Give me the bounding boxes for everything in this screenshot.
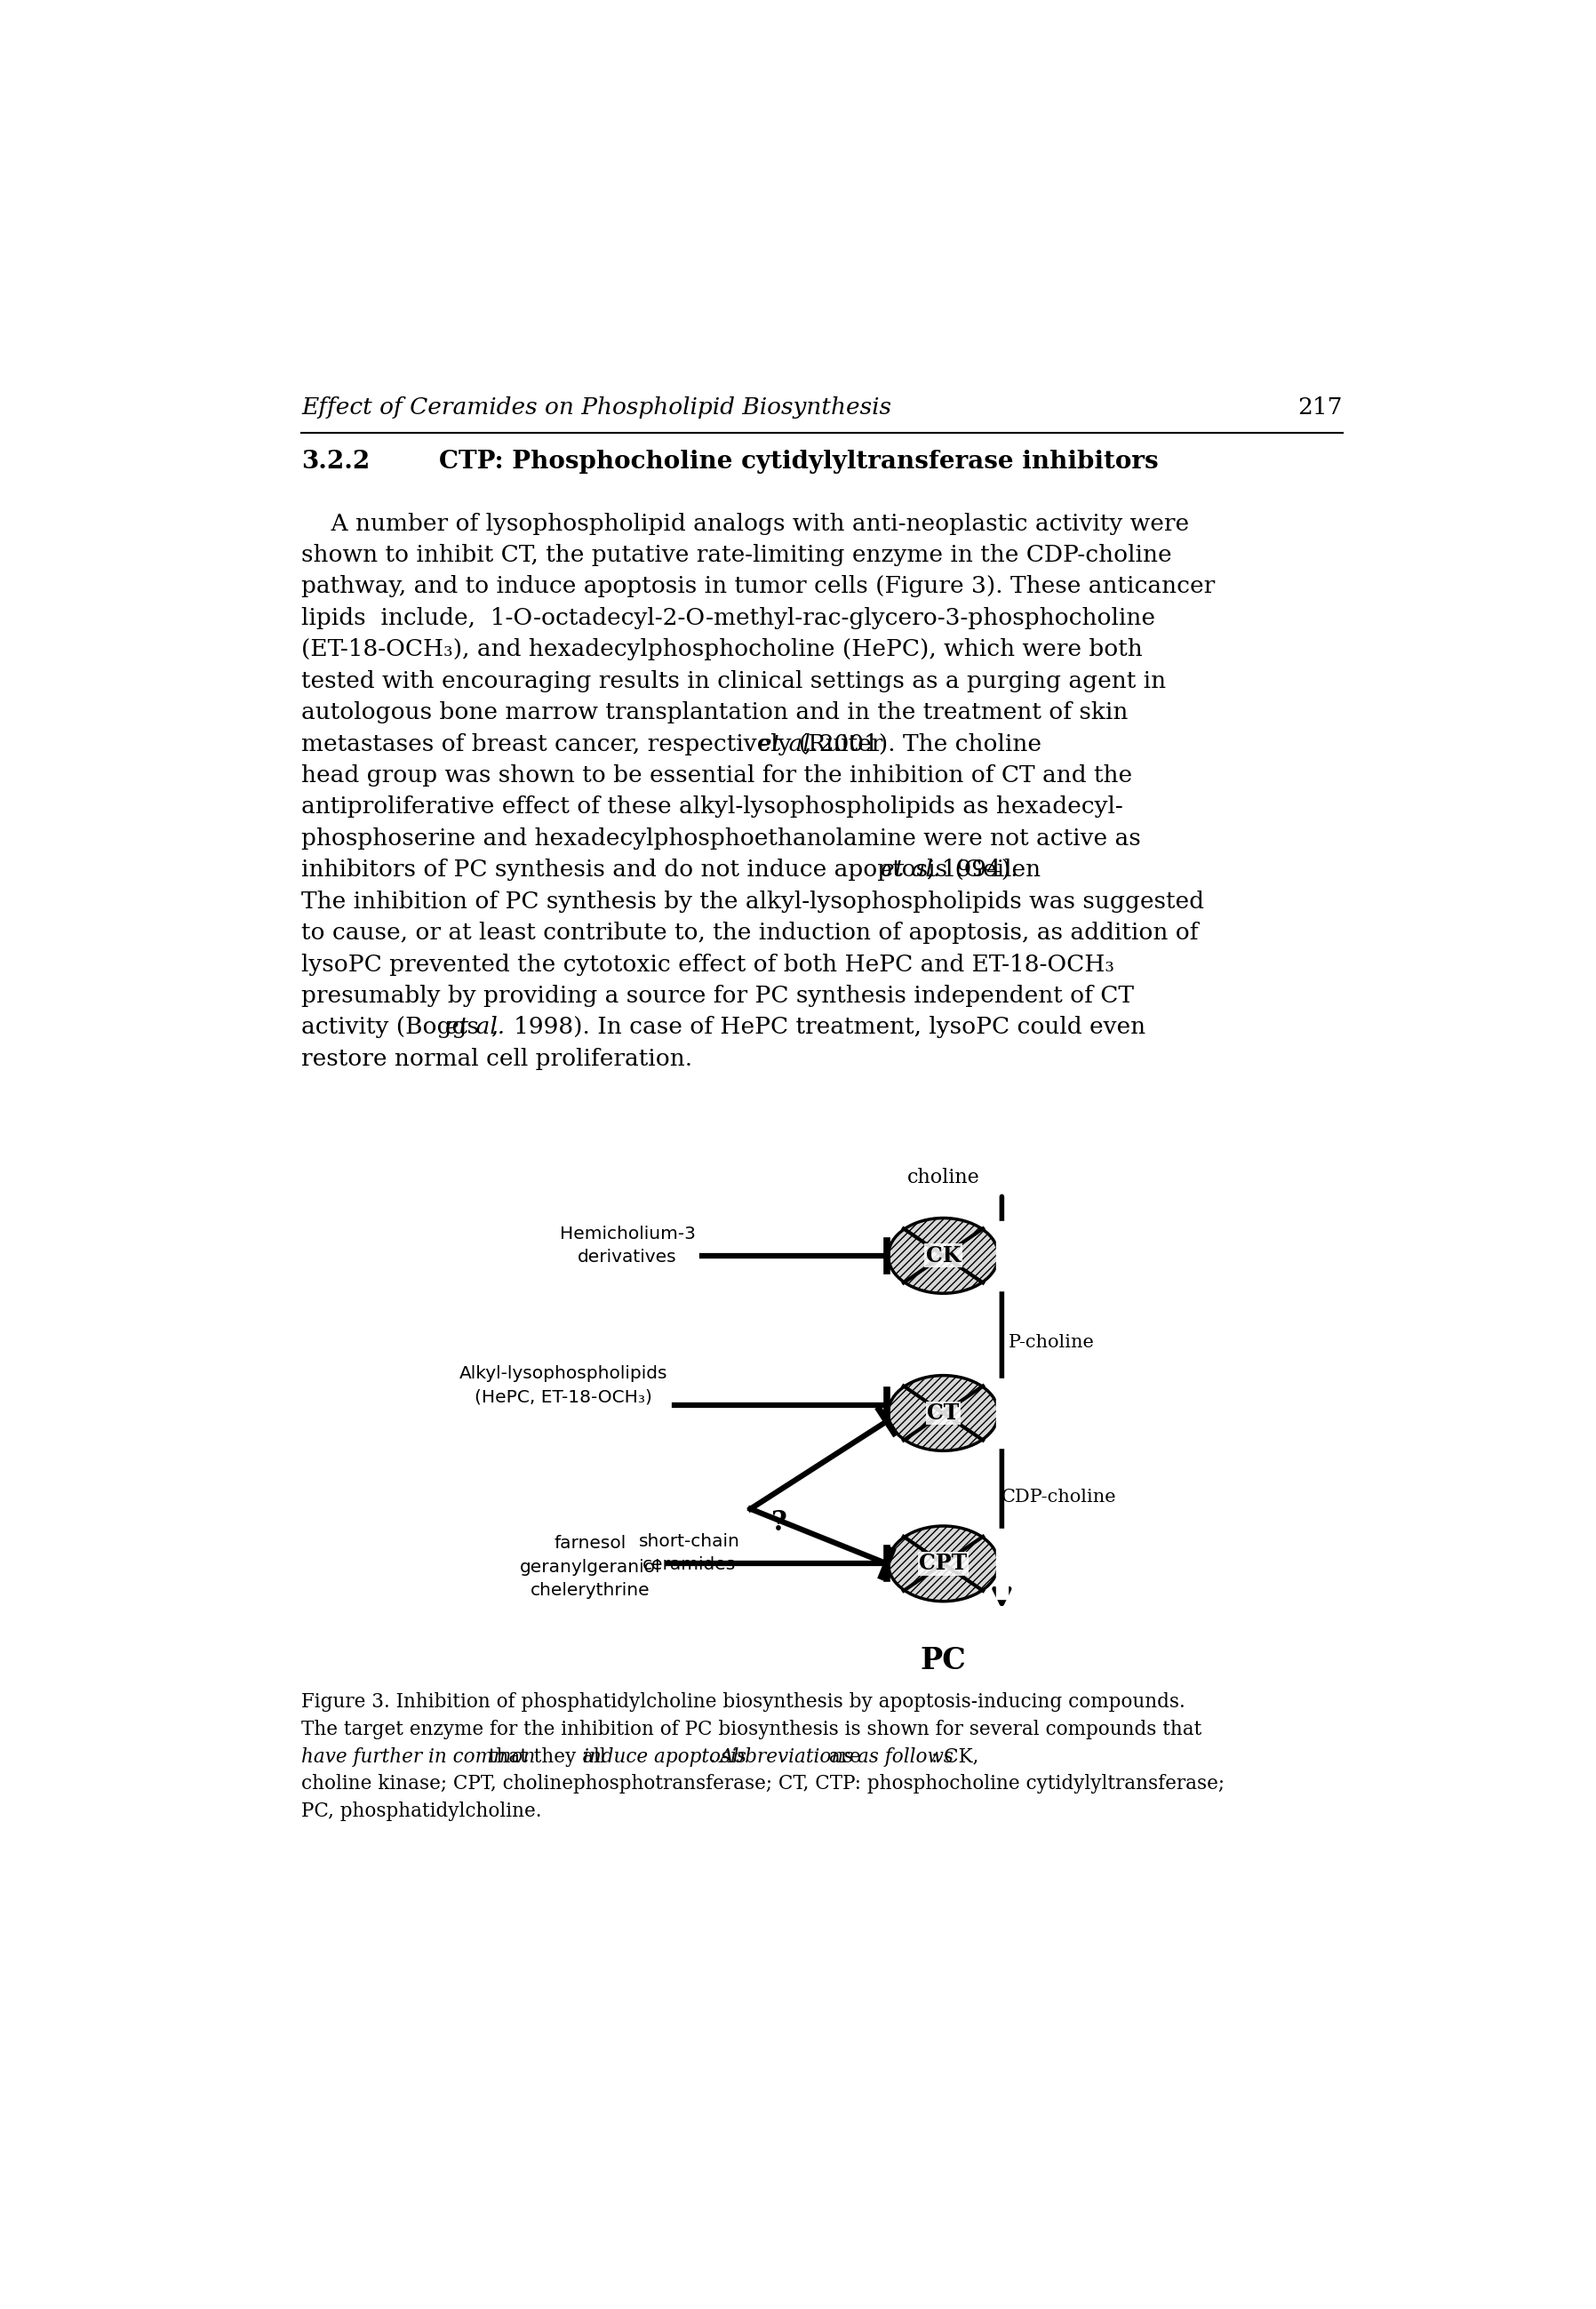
Text: induce apoptosis: induce apoptosis: [583, 1748, 747, 1766]
Text: lysoPC prevented the cytotoxic effect of both HePC and ET-18-OCH₃: lysoPC prevented the cytotoxic effect of…: [302, 954, 1114, 974]
Text: inhibitors of PC synthesis and do not induce apoptosis (Geilen: inhibitors of PC synthesis and do not in…: [302, 859, 1049, 882]
Text: Effect of Ceramides on Phospholipid Biosynthesis: Effect of Ceramides on Phospholipid Bios…: [302, 397, 892, 418]
Text: The inhibition of PC synthesis by the alkyl-lysophospholipids was suggested: The inhibition of PC synthesis by the al…: [302, 891, 1205, 912]
Text: presumably by providing a source for PC synthesis independent of CT: presumably by providing a source for PC …: [302, 984, 1135, 1007]
Text: lipids  include,  1-O-octadecyl-2-O-methyl-rac-glycero-3-phosphocholine: lipids include, 1-O-octadecyl-2-O-methyl…: [302, 607, 1156, 628]
Text: to cause, or at least contribute to, the induction of apoptosis, as addition of: to cause, or at least contribute to, the…: [302, 921, 1199, 944]
Text: (ET-18-OCH₃), and hexadecylphosphocholine (HePC), which were both: (ET-18-OCH₃), and hexadecylphosphocholin…: [302, 637, 1143, 660]
Text: autologous bone marrow transplantation and in the treatment of skin: autologous bone marrow transplantation a…: [302, 702, 1128, 723]
Text: CTP: Phosphocholine cytidylyltransferase inhibitors: CTP: Phosphocholine cytidylyltransferase…: [439, 450, 1159, 473]
Text: The target enzyme for the inhibition of PC biosynthesis is shown for several com: The target enzyme for the inhibition of …: [302, 1720, 1202, 1739]
Text: 3.2.2: 3.2.2: [302, 450, 370, 473]
Text: CT: CT: [927, 1402, 959, 1425]
Text: et al.: et al.: [881, 859, 940, 882]
Text: .: .: [710, 1748, 721, 1766]
Text: metastases of breast cancer, respectively (Ruiter: metastases of breast cancer, respectivel…: [302, 732, 891, 755]
Text: PC, phosphatidylcholine.: PC, phosphatidylcholine.: [302, 1801, 541, 1822]
Text: , 2001). The choline: , 2001). The choline: [804, 732, 1041, 755]
Text: antiproliferative effect of these alkyl-lysophospholipids as hexadecyl-: antiproliferative effect of these alkyl-…: [302, 797, 1124, 817]
Text: have further in common: have further in common: [302, 1748, 535, 1766]
Text: et al.: et al.: [445, 1016, 504, 1039]
Text: Hemicholium-3
derivatives: Hemicholium-3 derivatives: [560, 1226, 696, 1265]
Text: short-chain
ceramides: short-chain ceramides: [638, 1533, 741, 1572]
Text: choline kinase; CPT, cholinephosphotransferase; CT, CTP: phosphocholine cytidyly: choline kinase; CPT, cholinephosphotrans…: [302, 1773, 1224, 1794]
Ellipse shape: [889, 1219, 999, 1293]
Text: shown to inhibit CT, the putative rate-limiting enzyme in the CDP-choline: shown to inhibit CT, the putative rate-l…: [302, 545, 1171, 566]
Text: are: are: [824, 1748, 867, 1766]
Text: phosphoserine and hexadecylphosphoethanolamine were not active as: phosphoserine and hexadecylphosphoethano…: [302, 827, 1141, 850]
Text: CPT: CPT: [919, 1554, 967, 1575]
Text: PC: PC: [921, 1646, 966, 1674]
Text: , 1994).: , 1994).: [927, 859, 1018, 882]
Text: tested with encouraging results in clinical settings as a purging agent in: tested with encouraging results in clini…: [302, 670, 1167, 693]
Text: farnesol
geranylgeraniol
chelerythrine: farnesol geranylgeraniol chelerythrine: [520, 1535, 661, 1600]
Text: as follows: as follows: [857, 1748, 953, 1766]
Text: that they all: that they all: [482, 1748, 613, 1766]
Text: Alkyl-lysophospholipids
(HePC, ET-18-OCH₃): Alkyl-lysophospholipids (HePC, ET-18-OCH…: [460, 1365, 667, 1406]
Text: Figure 3. Inhibition of phosphatidylcholine biosynthesis by apoptosis-inducing c: Figure 3. Inhibition of phosphatidylchol…: [302, 1692, 1186, 1711]
Text: A number of lysophospholipid analogs with anti-neoplastic activity were: A number of lysophospholipid analogs wit…: [302, 513, 1189, 536]
Text: : CK,: : CK,: [932, 1748, 978, 1766]
Text: et al.: et al.: [758, 732, 817, 755]
Text: activity (Boggs: activity (Boggs: [302, 1016, 487, 1039]
Text: choline: choline: [907, 1168, 980, 1187]
Text: ,  1998). In case of HePC treatment, lysoPC could even: , 1998). In case of HePC treatment, lyso…: [492, 1016, 1146, 1039]
Text: 217: 217: [1298, 397, 1342, 418]
Bar: [996, 1221, 1007, 1291]
Text: CK: CK: [926, 1245, 961, 1265]
Ellipse shape: [889, 1526, 999, 1600]
Bar: [996, 1378, 1007, 1448]
Text: P-choline: P-choline: [1009, 1335, 1095, 1351]
Bar: [996, 1529, 1007, 1598]
Text: restore normal cell proliferation.: restore normal cell proliferation.: [302, 1048, 693, 1069]
Text: Abbreviations: Abbreviations: [720, 1748, 854, 1766]
Text: ?: ?: [771, 1508, 787, 1535]
Text: CDP-choline: CDP-choline: [1002, 1489, 1117, 1505]
Text: pathway, and to induce apoptosis in tumor cells (Figure 3). These anticancer: pathway, and to induce apoptosis in tumo…: [302, 575, 1215, 598]
Ellipse shape: [889, 1376, 999, 1450]
Text: head group was shown to be essential for the inhibition of CT and the: head group was shown to be essential for…: [302, 764, 1133, 787]
